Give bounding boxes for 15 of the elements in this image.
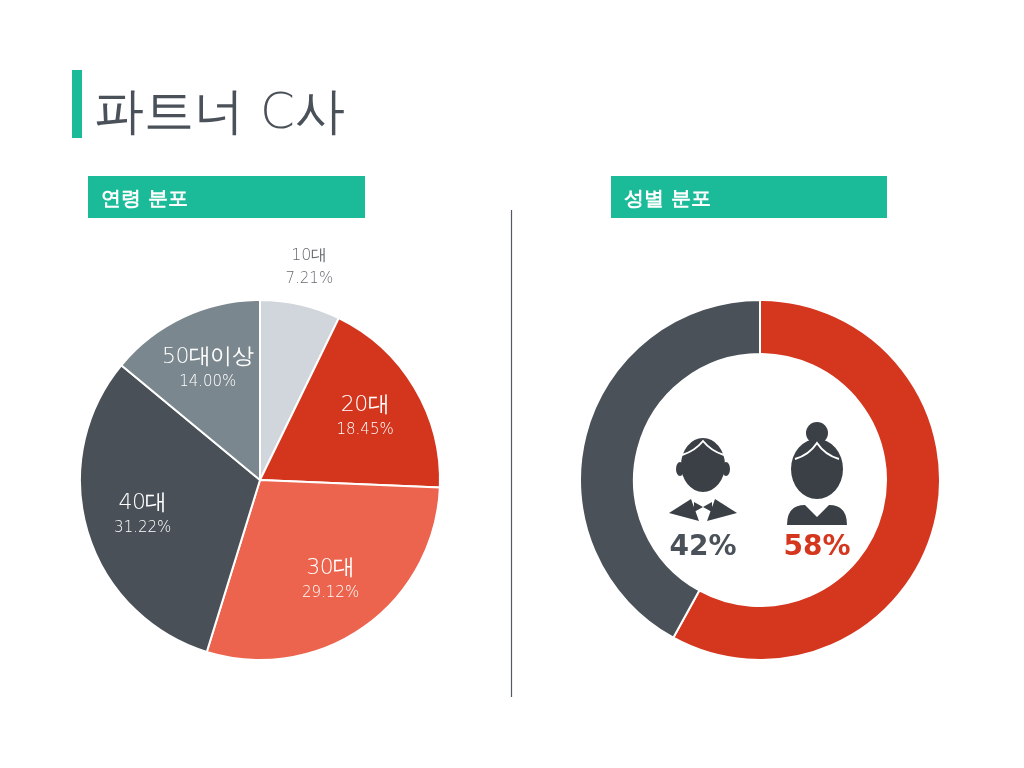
slice-label: 10대	[291, 245, 328, 265]
chart-subtitle: 성별 분포	[624, 186, 711, 210]
slice-label: 40대	[118, 488, 167, 514]
data-label: 18.45%	[336, 420, 394, 439]
data-label: 31.22%	[114, 517, 172, 536]
data-label: 14.00%	[179, 372, 237, 391]
chart-title: 파트너 C사	[94, 82, 345, 140]
data-label: 29.12%	[301, 583, 360, 602]
data-label: 58%	[783, 529, 851, 562]
slice-label: 50대이상	[162, 343, 254, 369]
slice-label: 20대	[340, 391, 390, 417]
slice-label: 30대	[306, 554, 355, 580]
data-label: 42%	[669, 529, 737, 562]
chart-subtitle: 연령 분포	[101, 186, 188, 210]
data-label: 7.21%	[285, 269, 334, 288]
